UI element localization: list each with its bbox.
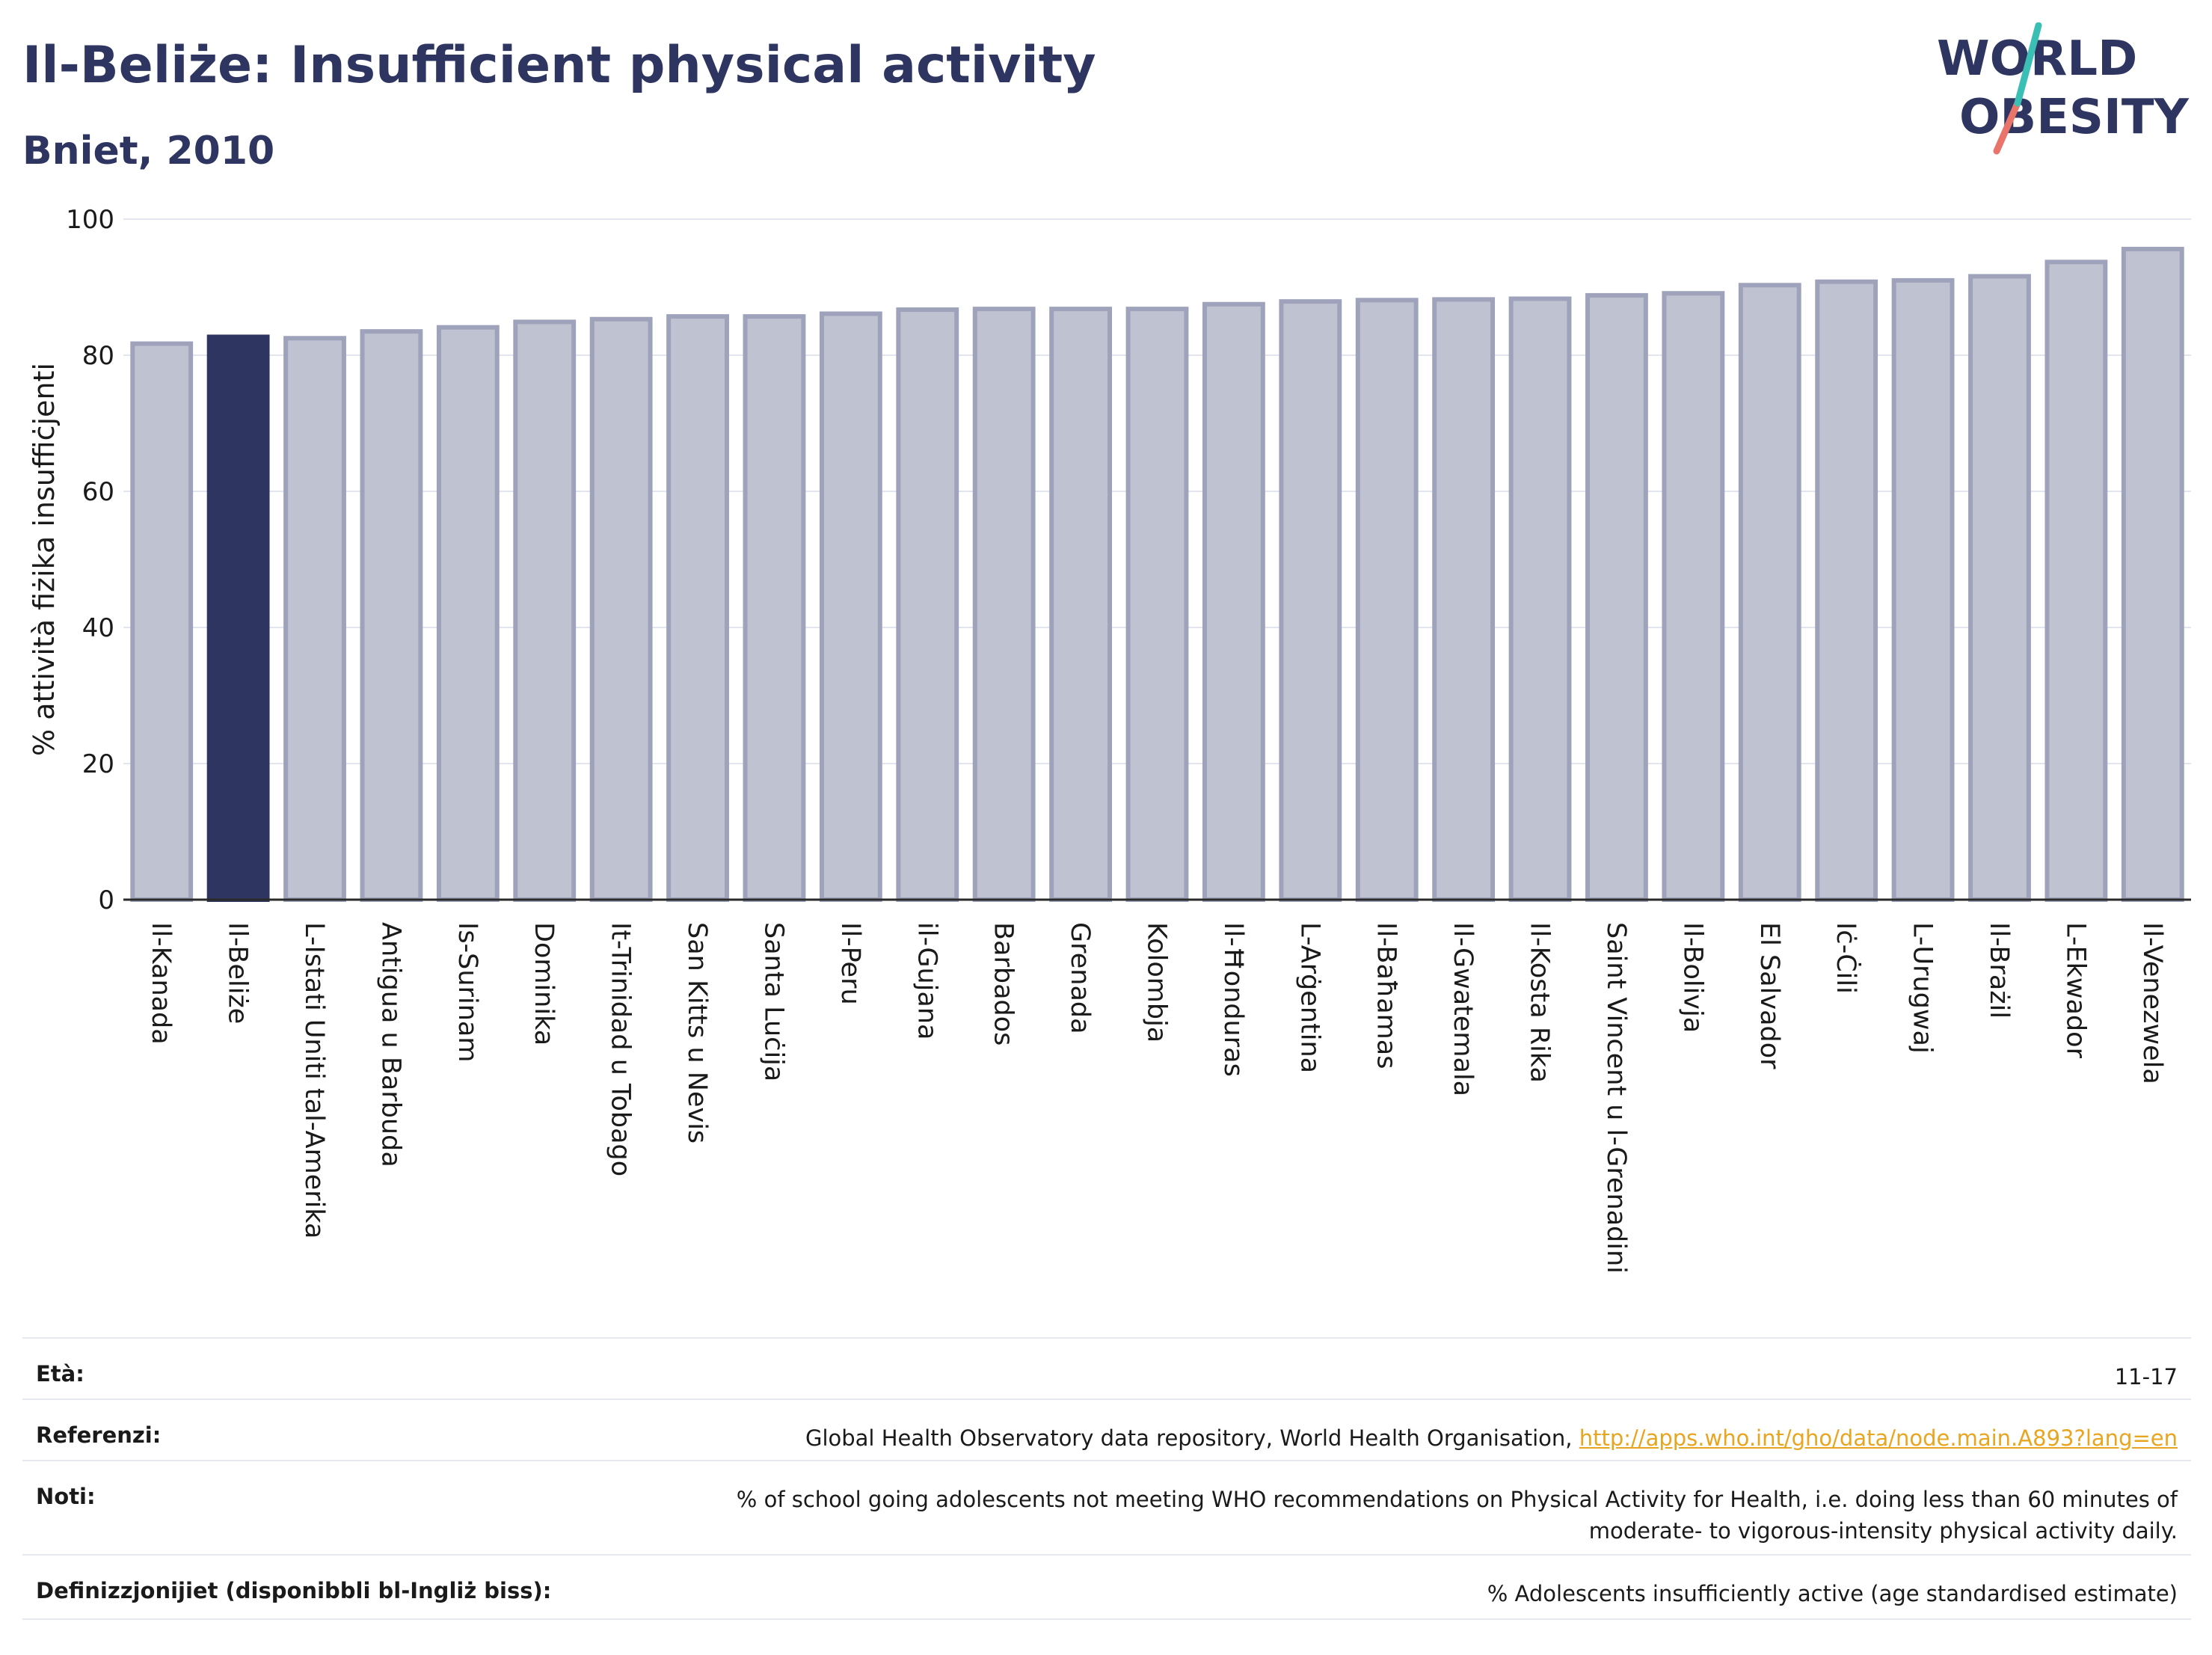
bar [1508, 296, 1572, 903]
definitions-value: % Adolescents insufficiently active (age… [1487, 1581, 2178, 1606]
bar [1279, 299, 1342, 902]
bar [819, 311, 882, 902]
info-row-notes: Noti: % of school going adolescents not … [22, 1460, 2191, 1556]
references-value: Global Health Observatory data repositor… [805, 1422, 2178, 1454]
bar [1585, 292, 1648, 903]
x-tick-label: Il-Venezwela [2137, 922, 2167, 1084]
bar [1968, 274, 2031, 902]
x-tick-label: L-Arġentina [1294, 922, 1324, 1073]
x-tick-label: Il-Brażil [1984, 922, 2014, 1019]
info-row-definitions: Definizzjonijiet (disponibbli bl-Ingliż … [22, 1554, 2191, 1620]
logo-slash-red [1993, 99, 2021, 155]
x-tick-label: Antigua u Barbuda [375, 922, 405, 1167]
notes-value: % of school going adolescents not meetin… [737, 1484, 2178, 1547]
bar [666, 314, 729, 902]
y-tick-label: 20 [82, 749, 114, 779]
x-tick-label: El Salvador [1754, 922, 1784, 1069]
age-value: 11-17 [2114, 1364, 2178, 1390]
info-row-age: Età: 11-17 [22, 1337, 2191, 1400]
bar-chart: 0 20 40 60 80 100 % attività fiżika insuffiċje… [28, 205, 2191, 1274]
bar [1662, 291, 1725, 902]
logo-slash-teal [2014, 22, 2042, 107]
bar [896, 307, 959, 902]
x-tick-label: Dominika [529, 922, 559, 1045]
x-tick-label: L-Ekwador [2060, 922, 2090, 1059]
definitions-label: Definizzjonijiet (disponibbli bl-Ingliż … [36, 1578, 552, 1603]
x-tick-label: il-Gujana [912, 922, 941, 1040]
x-tick-label: L-Istati Uniti tal-Amerika [299, 922, 329, 1238]
x-tick-label: Kolombja [1142, 922, 1172, 1043]
x-tick-label: Il-Peru [835, 922, 865, 1005]
notes-label: Noti: [36, 1484, 96, 1509]
y-tick-label: 60 [82, 477, 114, 507]
bar [206, 334, 270, 902]
bar [589, 316, 653, 902]
bar [1891, 277, 1955, 902]
x-tick-label: Santa Luċija [758, 922, 788, 1081]
x-tick-label: Il-Kosta Rika [1525, 922, 1555, 1083]
y-tick-label: 100 [66, 205, 114, 235]
info-row-references: Referenzi: Global Health Observatory dat… [22, 1398, 2191, 1461]
x-tick-label: Il-Baħamas [1371, 922, 1401, 1069]
bar [130, 341, 194, 902]
bar [360, 329, 423, 902]
bar [2044, 260, 2108, 902]
world-obesity-logo: WORLD OBESITY [1937, 22, 2189, 155]
notes-line2: moderate- to vigorous-intensity physical… [1588, 1518, 2178, 1544]
y-tick-label: 40 [82, 613, 114, 643]
x-tick-label: L-Urugwaj [1908, 922, 1938, 1054]
bar [1049, 307, 1113, 902]
x-tick-label: Il-Beliże [223, 922, 253, 1024]
x-tick-label: Il-Ħonduras [1218, 922, 1248, 1077]
x-tick-label: Iċ-Ċili [1831, 922, 1862, 994]
bar [1355, 298, 1419, 903]
notes-line1: % of school going adolescents not meetin… [736, 1487, 2178, 1512]
references-text: Global Health Observatory data repositor… [805, 1425, 1579, 1451]
y-axis-title: % attività fiżika insuffiċjenti [28, 363, 61, 756]
references-link[interactable]: http://apps.who.int/gho/data/node.main.A… [1579, 1425, 2178, 1451]
logo-line2: OBESITY [1959, 90, 2189, 145]
bar [436, 325, 500, 902]
bar [283, 336, 346, 902]
bar [1738, 283, 1801, 902]
x-tick-label: Is-Surinam [452, 922, 482, 1062]
bar [1125, 307, 1189, 902]
x-tick-label: San Kitts u Nevis [682, 922, 712, 1143]
references-label: Referenzi: [36, 1422, 162, 1448]
chart-title: Il-Beliże: Insufficient physical activit… [22, 36, 1096, 95]
bar [513, 319, 577, 903]
age-label: Età: [36, 1361, 85, 1387]
y-tick-label: 0 [98, 885, 114, 915]
bar [1432, 297, 1496, 902]
bar [2121, 247, 2184, 903]
x-tick-label: It-Trinidad u Tobago [606, 922, 636, 1176]
chart-subtitle: Bniet, 2010 [22, 129, 275, 174]
x-tick-label: Barbados [989, 922, 1019, 1045]
x-tick-label: Il-Gwatemala [1448, 922, 1478, 1096]
bar [743, 314, 806, 902]
bar [972, 307, 1036, 902]
bar [1202, 301, 1265, 902]
bar [1815, 279, 1878, 903]
x-tick-label: Saint Vincent u l-Grenadini [1601, 922, 1631, 1274]
x-tick-label: Grenada [1065, 922, 1095, 1034]
x-tick-label: Il-Kanada [146, 922, 176, 1045]
y-tick-label: 80 [82, 341, 114, 371]
x-tick-label: Il-Bolivja [1677, 922, 1707, 1033]
